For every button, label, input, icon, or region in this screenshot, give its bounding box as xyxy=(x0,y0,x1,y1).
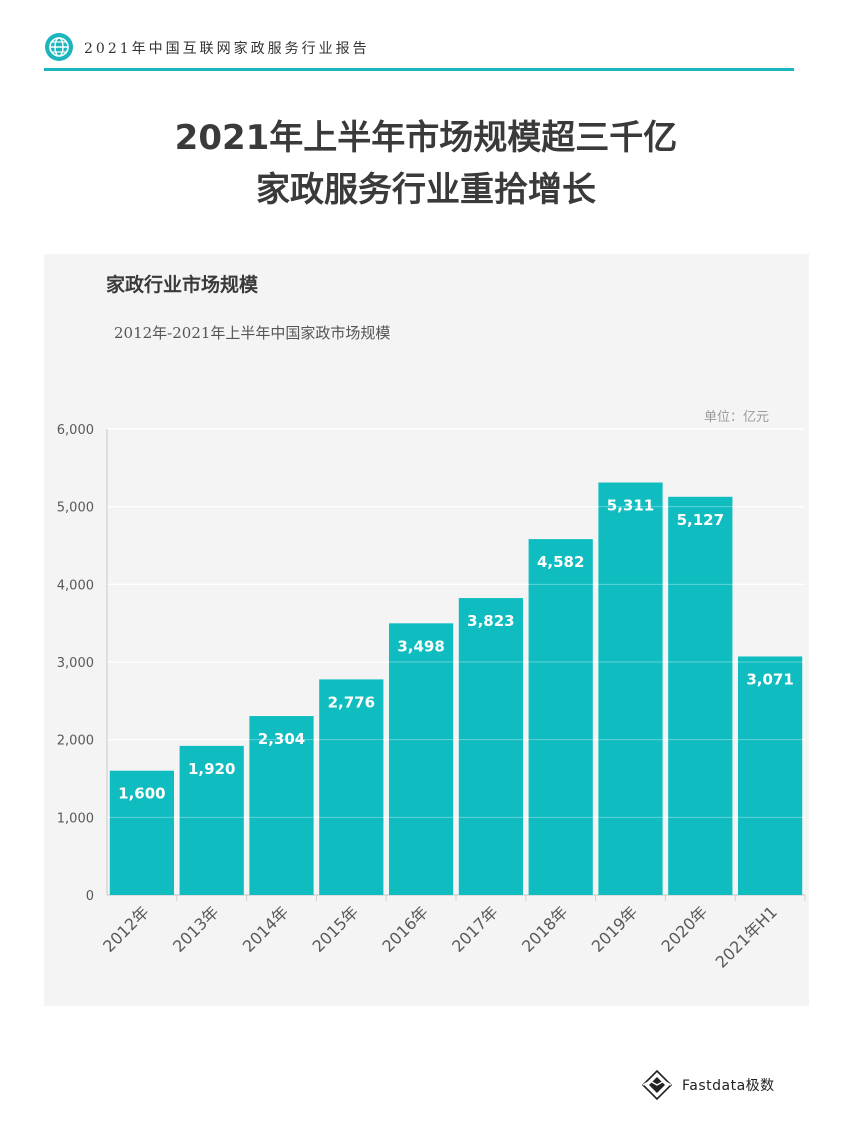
bar-value-label: 3,498 xyxy=(397,637,444,655)
x-tick-label: 2020年 xyxy=(658,902,712,956)
y-tick-label: 3,000 xyxy=(57,656,94,671)
y-tick-label: 6,000 xyxy=(57,423,94,438)
x-tick-label: 2019年 xyxy=(588,902,642,956)
x-tick-label: 2018年 xyxy=(518,902,572,956)
bar-value-label: 5,127 xyxy=(677,511,724,529)
x-tick-label: 2013年 xyxy=(169,902,223,956)
bar-value-label: 4,582 xyxy=(537,553,584,571)
x-tick-label: 2014年 xyxy=(239,902,293,956)
bar xyxy=(319,679,384,895)
bar xyxy=(458,598,524,895)
chart-panel: 家政行业市场规模 2012年-2021年上半年中国家政市场规模 单位：亿元 0 1… xyxy=(44,254,809,1006)
page-title: 2021年上半年市场规模超三千亿 家政服务行业重拾增长 xyxy=(0,112,852,216)
bar xyxy=(528,539,593,895)
bar-value-label: 2,304 xyxy=(258,730,305,748)
x-tick-label: 2017年 xyxy=(448,902,502,956)
bar-chart: 0 1,000 2,000 3,000 4,000 5,000 6,000 1,600 2012… xyxy=(57,423,806,972)
chart-subtitle: 2012年-2021年上半年中国家政市场规模 xyxy=(114,324,391,342)
bar xyxy=(249,716,314,895)
bar xyxy=(109,770,175,895)
chart-title: 家政行业市场规模 xyxy=(106,274,259,296)
header-divider xyxy=(44,68,794,71)
bar-value-label: 3,071 xyxy=(746,670,793,688)
y-tick-label: 5,000 xyxy=(57,501,94,516)
y-tick-label: 0 xyxy=(86,889,94,904)
bar xyxy=(668,496,733,895)
x-tick-label: 2021年H1 xyxy=(712,902,781,971)
bar-value-label: 5,311 xyxy=(607,497,654,515)
bar xyxy=(737,656,803,895)
x-tick-label: 2016年 xyxy=(378,902,432,956)
report-header: 2021年中国互联网家政服务行业报告 xyxy=(44,32,794,71)
chart-unit-label: 单位：亿元 xyxy=(704,410,770,425)
report-title: 2021年中国互联网家政服务行业报告 xyxy=(84,41,370,57)
y-tick-label: 4,000 xyxy=(57,578,94,593)
bar xyxy=(388,623,454,895)
bar-value-label: 2,776 xyxy=(328,693,375,711)
bar-value-label: 1,920 xyxy=(188,760,235,778)
fastdata-logo-icon xyxy=(641,1069,673,1101)
x-tick-label: 2012年 xyxy=(99,902,153,956)
footer-logo: Fastdata极数 xyxy=(640,1068,790,1102)
y-tick-label: 2,000 xyxy=(57,734,94,749)
footer-brand: Fastdata极数 xyxy=(682,1078,775,1094)
bar-value-label: 3,823 xyxy=(467,612,514,630)
y-tick-label: 1,000 xyxy=(57,811,94,826)
globe-icon xyxy=(45,33,73,61)
bar xyxy=(598,482,663,895)
page-title-line2: 家政服务行业重拾增长 xyxy=(256,170,596,210)
page-title-line1: 2021年上半年市场规模超三千亿 xyxy=(174,118,678,158)
bar xyxy=(179,745,244,895)
x-tick-label: 2015年 xyxy=(309,902,363,956)
bar-value-label: 1,600 xyxy=(118,785,165,803)
